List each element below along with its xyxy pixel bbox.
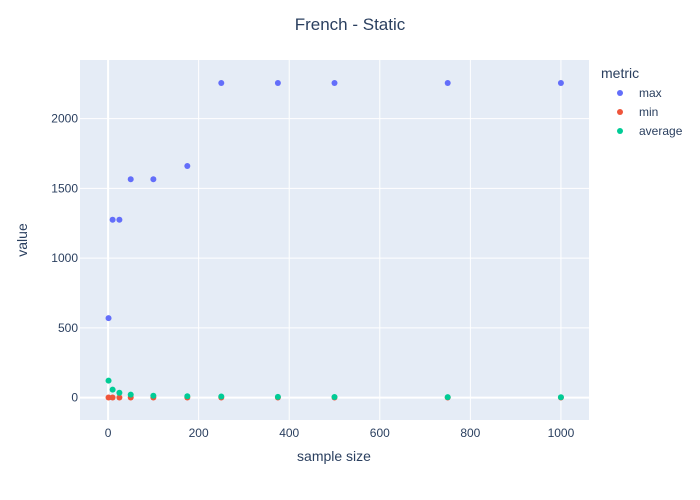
x-tick-label: 0 xyxy=(105,426,112,440)
data-point-min xyxy=(116,394,123,401)
x-tick-label: 600 xyxy=(370,426,390,440)
data-point-average xyxy=(557,394,564,401)
data-point-average xyxy=(218,393,225,400)
data-point-max xyxy=(331,80,338,87)
x-axis-title: sample size xyxy=(297,448,371,464)
y-axis-ticks: 0 500 1000 1500 2000 xyxy=(51,112,78,405)
data-point-average xyxy=(109,386,116,393)
legend-item-average[interactable]: average xyxy=(617,124,683,138)
legend-label: max xyxy=(639,86,662,100)
y-tick-label: 0 xyxy=(71,391,78,405)
data-point-max xyxy=(105,315,112,322)
legend: metric max min average xyxy=(601,65,683,138)
y-tick-label: 1000 xyxy=(51,251,78,265)
data-point-max xyxy=(274,80,281,87)
y-tick-label: 1500 xyxy=(51,181,78,195)
x-tick-label: 1000 xyxy=(548,426,575,440)
data-point-average xyxy=(105,377,112,384)
series-average xyxy=(105,377,564,401)
series-max xyxy=(105,80,564,322)
legend-marker xyxy=(617,128,623,134)
data-point-max xyxy=(184,163,191,170)
y-tick-label: 500 xyxy=(58,321,78,335)
data-point-average xyxy=(127,391,134,398)
x-axis-ticks: 0 200 400 600 800 1000 xyxy=(105,426,575,440)
data-point-max xyxy=(116,216,123,223)
legend-title: metric xyxy=(601,65,639,81)
legend-item-max[interactable]: max xyxy=(617,86,662,100)
legend-marker xyxy=(617,90,623,96)
data-point-average xyxy=(116,389,123,396)
data-point-max xyxy=(444,80,451,87)
data-point-average xyxy=(184,393,191,400)
data-point-average xyxy=(150,392,157,399)
data-point-average xyxy=(331,393,338,400)
data-point-max xyxy=(557,80,564,87)
data-point-max xyxy=(218,80,225,87)
x-tick-label: 400 xyxy=(279,426,299,440)
data-point-max xyxy=(127,176,134,183)
chart-title: French - Static xyxy=(295,15,406,34)
plot-area xyxy=(80,60,589,420)
y-axis-title: value xyxy=(14,223,30,257)
x-tick-label: 800 xyxy=(460,426,480,440)
data-point-average xyxy=(444,394,451,401)
data-points xyxy=(105,80,564,401)
data-point-max xyxy=(150,176,157,183)
grid xyxy=(80,60,589,420)
y-tick-label: 2000 xyxy=(51,112,78,126)
legend-item-min[interactable]: min xyxy=(617,105,658,119)
data-point-average xyxy=(274,393,281,400)
legend-label: average xyxy=(639,124,683,138)
data-point-max xyxy=(109,216,116,223)
legend-marker xyxy=(617,109,623,115)
legend-label: min xyxy=(639,105,658,119)
x-tick-label: 200 xyxy=(189,426,209,440)
data-point-min xyxy=(109,394,116,401)
